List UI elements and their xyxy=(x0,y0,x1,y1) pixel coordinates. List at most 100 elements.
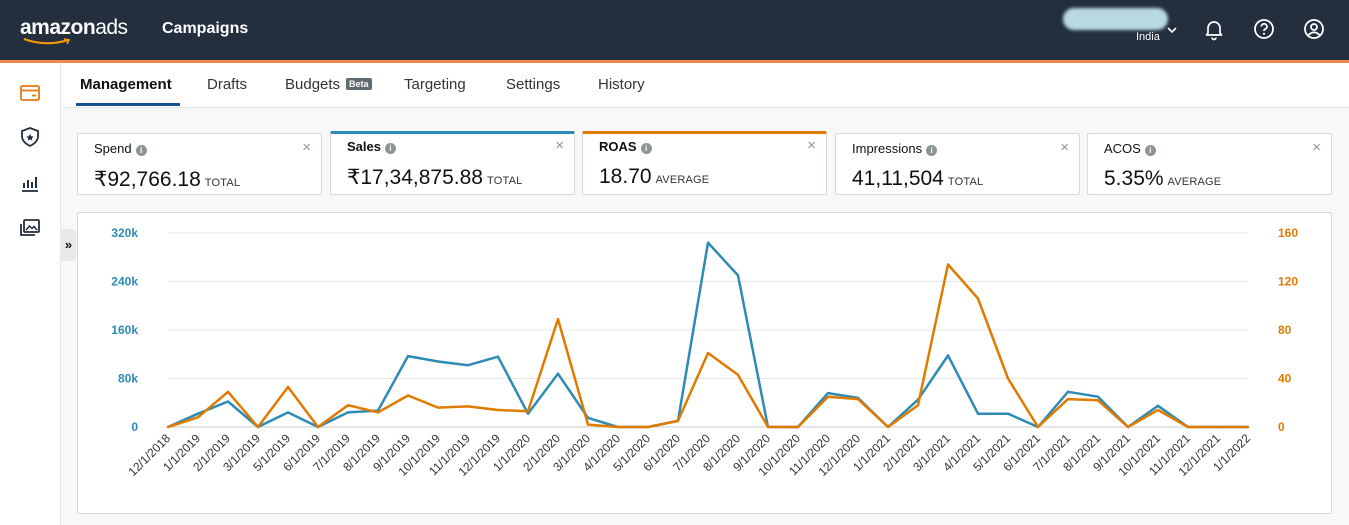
metric-label: Sales i xyxy=(347,139,396,154)
tab-history[interactable]: History xyxy=(598,76,645,93)
data-point-sales xyxy=(1096,395,1100,398)
tab-targeting[interactable]: Targeting xyxy=(404,76,466,93)
data-point-sales xyxy=(826,391,830,395)
info-icon[interactable]: i xyxy=(384,143,396,154)
data-point-sales xyxy=(706,241,710,244)
help-icon[interactable] xyxy=(1252,17,1276,41)
data-point-roas xyxy=(676,419,680,423)
close-icon[interactable]: × xyxy=(1060,139,1069,156)
data-point-roas xyxy=(436,406,440,409)
chevron-down-icon[interactable] xyxy=(1165,23,1179,37)
info-icon[interactable]: i xyxy=(640,143,652,154)
metric-card-sales[interactable]: Sales i × ₹17,34,875.88 TOTAL xyxy=(330,131,575,195)
right-axis-tick-label: 80 xyxy=(1278,323,1292,337)
left-axis-tick-label: 160k xyxy=(111,323,138,337)
side-nav xyxy=(0,63,61,525)
data-point-roas xyxy=(376,411,380,414)
x-axis-tick-label: 12/1/2018 xyxy=(125,431,173,479)
data-point-sales xyxy=(406,354,410,358)
country-label[interactable]: India xyxy=(1136,31,1160,43)
info-icon[interactable]: i xyxy=(135,145,147,156)
data-point-roas xyxy=(316,425,320,429)
data-point-roas xyxy=(646,425,650,429)
data-point-roas xyxy=(556,317,560,321)
left-axis-tick-label: 80k xyxy=(118,372,138,386)
data-point-roas xyxy=(766,425,770,429)
metric-value-text: 5.35% xyxy=(1104,167,1164,190)
metric-card-impressions[interactable]: Impressions i × 41,11,504 TOTAL xyxy=(835,133,1080,195)
campaign-tabs: Management Drafts Budgets Beta Targeting … xyxy=(62,63,1349,108)
data-point-sales xyxy=(526,412,530,415)
metric-label-text: ACOS xyxy=(1104,141,1141,156)
data-point-roas xyxy=(196,416,200,419)
data-point-roas xyxy=(496,408,500,412)
tab-management[interactable]: Management xyxy=(80,76,172,93)
data-point-roas xyxy=(1006,377,1010,380)
data-point-roas xyxy=(916,403,920,407)
data-point-sales xyxy=(466,363,470,367)
info-icon[interactable]: i xyxy=(1144,145,1156,156)
metric-unit: AVERAGE xyxy=(655,174,710,186)
metric-value: 41,11,504 TOTAL xyxy=(852,167,983,191)
data-point-sales xyxy=(556,372,560,375)
data-point-roas xyxy=(1126,425,1130,429)
amazon-ads-logo[interactable]: amazonads xyxy=(20,16,128,40)
metric-card-acos[interactable]: ACOS i × 5.35% AVERAGE xyxy=(1087,133,1332,195)
metric-card-roas[interactable]: ROAS i × 18.70 AVERAGE xyxy=(582,131,827,195)
metric-value-text: 18.70 xyxy=(599,165,652,188)
data-point-roas xyxy=(706,351,710,355)
info-icon[interactable]: i xyxy=(926,145,938,156)
data-point-roas xyxy=(1246,425,1250,429)
metric-label-text: ROAS xyxy=(599,139,637,154)
tab-budgets[interactable]: Budgets Beta xyxy=(285,76,372,93)
bell-icon[interactable] xyxy=(1202,17,1226,41)
data-point-roas xyxy=(1186,425,1190,429)
close-icon[interactable]: × xyxy=(1312,139,1321,156)
active-tab-indicator xyxy=(76,103,180,106)
data-point-roas xyxy=(346,403,350,407)
data-point-sales xyxy=(1006,412,1010,415)
metric-value: ₹92,766.18 TOTAL xyxy=(94,167,240,192)
shield-icon[interactable] xyxy=(18,125,42,149)
data-point-sales xyxy=(1156,404,1160,407)
tab-settings[interactable]: Settings xyxy=(506,76,561,93)
logo-main-text: amazon xyxy=(20,16,96,39)
series-line-roas xyxy=(167,263,1248,429)
data-point-roas xyxy=(736,373,740,377)
data-point-sales xyxy=(226,400,230,403)
account-name-redacted[interactable] xyxy=(1063,8,1168,30)
metric-value: ₹17,34,875.88 TOTAL xyxy=(347,165,522,190)
metric-value: 5.35% AVERAGE xyxy=(1104,167,1221,191)
data-point-roas xyxy=(616,425,620,429)
data-point-sales xyxy=(1066,390,1070,394)
right-axis-tick-label: 160 xyxy=(1278,226,1298,240)
metric-label: Spend i xyxy=(94,141,147,156)
metric-label: ACOS i xyxy=(1104,141,1156,156)
data-point-sales xyxy=(436,360,440,363)
data-point-roas xyxy=(406,394,410,397)
data-point-roas xyxy=(286,385,290,389)
tab-budgets-label: Budgets xyxy=(285,76,341,93)
close-icon[interactable]: × xyxy=(555,137,564,154)
tab-drafts[interactable]: Drafts xyxy=(207,76,248,93)
data-point-roas xyxy=(1156,408,1160,412)
close-icon[interactable]: × xyxy=(302,139,311,156)
data-point-roas xyxy=(856,397,860,401)
header-accent-line xyxy=(0,60,1349,63)
campaigns-icon[interactable] xyxy=(18,81,42,105)
data-point-roas xyxy=(586,423,590,426)
data-point-sales xyxy=(496,355,500,358)
data-point-roas xyxy=(976,297,980,300)
data-point-sales xyxy=(736,274,740,277)
media-library-icon[interactable] xyxy=(18,216,42,240)
expand-panel-button[interactable]: » xyxy=(61,229,76,261)
left-axis-tick-label: 320k xyxy=(111,226,138,240)
metric-value-text: 41,11,504 xyxy=(852,167,944,190)
data-point-roas xyxy=(256,425,260,429)
reports-chart-icon[interactable] xyxy=(18,171,42,195)
metric-card-spend[interactable]: Spend i × ₹92,766.18 TOTAL xyxy=(77,133,322,195)
performance-chart-panel: 0 0 80k 40 160k 80 240k 120 320k 160 12/1/2018 1/1/… xyxy=(77,212,1332,514)
close-icon[interactable]: × xyxy=(807,137,816,154)
account-icon[interactable] xyxy=(1302,17,1326,41)
